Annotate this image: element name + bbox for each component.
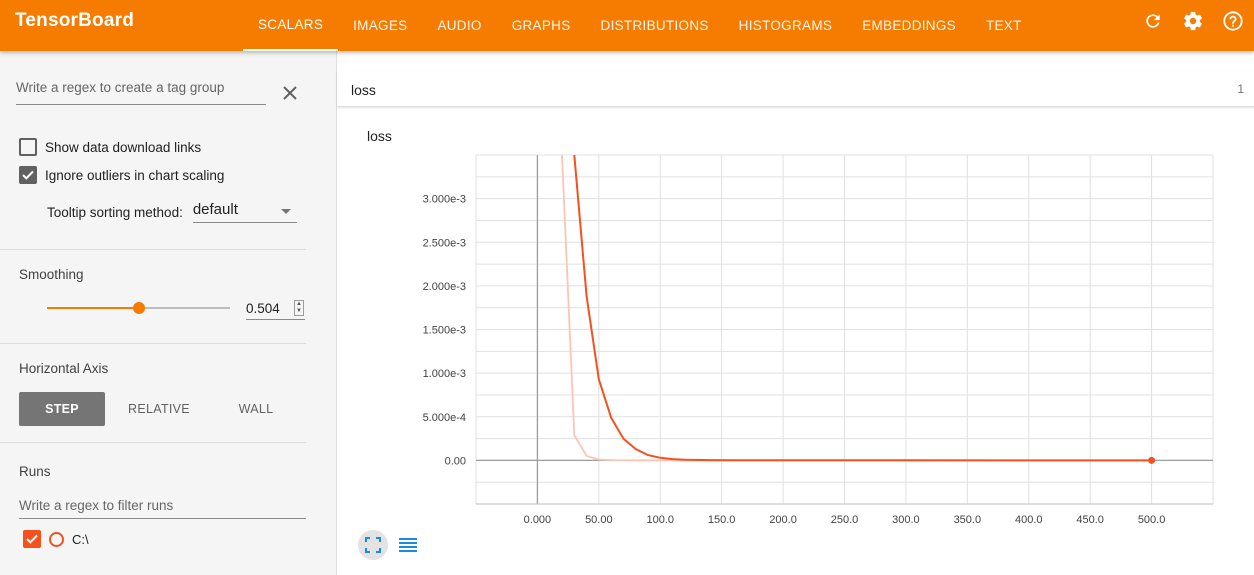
runs-filter-field[interactable]: [19, 497, 306, 519]
y-tick-label: 0.00: [445, 455, 466, 467]
tab-images[interactable]: IMAGES: [353, 18, 408, 33]
y-tick-label: 1.000e-3: [423, 368, 466, 380]
tag-group-header[interactable]: loss 1: [337, 71, 1254, 107]
axis-relative-button[interactable]: RELATIVE: [128, 402, 190, 416]
x-tick-label: 300.0: [892, 514, 920, 526]
y-tick-label: 2.000e-3: [423, 281, 466, 293]
smoothed-series-line: [573, 155, 1152, 462]
run-item[interactable]: C:\: [23, 530, 89, 548]
dashboard-tabs: SCALARS IMAGES AUDIO GRAPHS DISTRIBUTION…: [243, 0, 1037, 51]
list-icon: [399, 538, 417, 552]
axis-wall-button[interactable]: WALL: [238, 402, 274, 416]
horizontal-axis-selector: STEP RELATIVE WALL: [19, 392, 310, 426]
x-tick-label: 100.0: [646, 514, 674, 526]
y-tick-label: 3.000e-3: [423, 194, 466, 206]
horizontal-axis-title: Horizontal Axis: [19, 361, 109, 376]
smoothing-slider[interactable]: [47, 302, 230, 314]
smoothing-title: Smoothing: [19, 267, 84, 282]
ignore-outliers-label: Ignore outliers in chart scaling: [45, 167, 225, 183]
spinner-arrows-icon[interactable]: ▲ ▼: [294, 300, 304, 316]
toggle-data-table-button[interactable]: [393, 530, 423, 560]
smoothing-slider-thumb[interactable]: [133, 302, 146, 314]
show-download-links-row[interactable]: Show data download links: [19, 138, 201, 156]
tab-distributions[interactable]: DISTRIBUTIONS: [600, 18, 709, 33]
smoothing-value: 0.504: [246, 301, 280, 316]
refresh-icon[interactable]: [1140, 8, 1166, 34]
fullscreen-icon: [365, 537, 381, 553]
x-tick-label: 150.0: [708, 514, 736, 526]
x-tick-label: 50.00: [585, 514, 613, 526]
y-tick-label: 5.000e-4: [423, 412, 466, 424]
tab-audio[interactable]: AUDIO: [437, 18, 482, 33]
ignore-outliers-row[interactable]: Ignore outliers in chart scaling: [19, 166, 224, 184]
tab-text[interactable]: TEXT: [985, 18, 1022, 33]
run-color-radio[interactable]: [49, 531, 64, 547]
last-point-marker: [1148, 456, 1156, 464]
x-tick-label: 250.0: [831, 514, 859, 526]
show-download-links-checkbox[interactable]: [19, 138, 37, 156]
tag-regex-field[interactable]: [16, 79, 266, 105]
x-tick-label: 450.0: [1076, 514, 1104, 526]
loss-chart[interactable]: 0.000 50.00 100.0 150.0 200.0 250.0 300.0 350.0…: [337, 141, 1254, 531]
x-tick-label: 500.0: [1138, 514, 1166, 526]
tab-histograms[interactable]: HISTOGRAMS: [738, 18, 833, 33]
ignore-outliers-checkbox[interactable]: [19, 166, 37, 184]
run-checkbox[interactable]: [23, 530, 41, 548]
show-download-links-label: Show data download links: [45, 139, 202, 155]
x-tick-label: 0.000: [524, 514, 552, 526]
tab-scalars[interactable]: SCALARS: [243, 0, 339, 51]
close-icon[interactable]: [280, 83, 300, 103]
divider: [0, 442, 306, 443]
divider: [0, 249, 306, 250]
run-label: C:\: [72, 531, 89, 547]
tag-group-count: 1: [1237, 82, 1244, 96]
axis-step-button[interactable]: STEP: [19, 392, 105, 426]
tooltip-sort-row: Tooltip sorting method: default: [47, 201, 297, 223]
tooltip-sort-label: Tooltip sorting method:: [47, 204, 183, 220]
checkmark-icon: [26, 534, 38, 544]
chart-title: loss: [367, 128, 392, 144]
divider: [0, 343, 306, 344]
runs-filter-input[interactable]: [19, 498, 306, 513]
fit-domain-button[interactable]: [358, 530, 388, 560]
top-app-bar: TensorBoard SCALARS IMAGES AUDIO GRAPHS …: [0, 0, 1254, 51]
smoothing-value-input[interactable]: 0.504 ▲ ▼: [246, 298, 305, 320]
scalars-main-panel: loss 1 loss 0.000 50.00 100.0 150.0 200.0 250…: [336, 51, 1254, 575]
chevron-down-icon: [280, 209, 291, 214]
y-tick-label: 1.500e-3: [423, 325, 466, 337]
x-tick-label: 200.0: [769, 514, 797, 526]
x-tick-label: 350.0: [954, 514, 982, 526]
x-tick-label: 400.0: [1015, 514, 1043, 526]
app-title: TensorBoard: [15, 10, 135, 31]
tooltip-sort-select[interactable]: default: [192, 201, 297, 223]
tooltip-sort-value: default: [192, 201, 238, 218]
y-tick-label: 2.500e-3: [423, 237, 466, 249]
tab-embeddings[interactable]: EMBEDDINGS: [862, 18, 956, 33]
tab-graphs[interactable]: GRAPHS: [511, 18, 571, 33]
runs-title: Runs: [19, 464, 51, 479]
smoothing-slider-fill: [47, 307, 140, 309]
tag-regex-input[interactable]: [16, 80, 266, 95]
help-icon[interactable]: [1220, 8, 1246, 34]
checkmark-icon: [22, 170, 34, 180]
sidebar: Show data download links Ignore outliers…: [0, 51, 322, 575]
tag-group-label: loss: [351, 82, 376, 98]
settings-icon[interactable]: [1180, 8, 1206, 34]
